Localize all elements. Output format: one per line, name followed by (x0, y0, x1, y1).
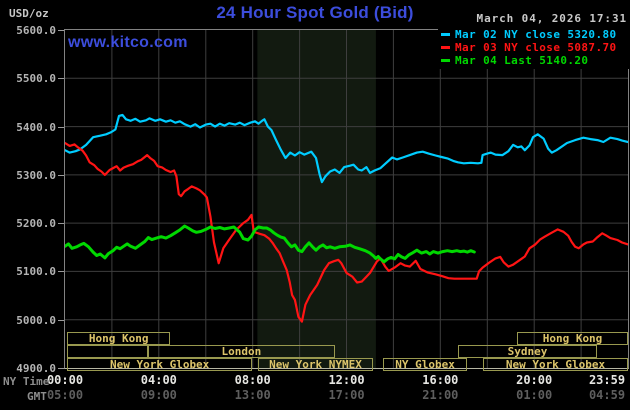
series-line-mar04 (65, 224, 476, 264)
x-axis-label-gmt: 17:00 (328, 388, 365, 402)
y-axis-tick (58, 78, 64, 80)
y-axis-label: 5300.0 (16, 168, 56, 182)
y-axis-tick (58, 126, 64, 128)
x-axis-label-gmt: 01:00 (516, 388, 553, 402)
legend-label: Mar 02 NY close 5320.80 (455, 28, 617, 41)
y-axis-label: 4900.0 (16, 362, 56, 375)
x-axis-label-gmt: 13:00 (234, 388, 271, 402)
session-box-hong-kong: Hong Kong (67, 332, 171, 345)
chart-datetime: March 04, 2026 17:31 (476, 12, 627, 25)
y-axis-label: 5000.0 (16, 313, 56, 327)
nymex-session-shade (257, 30, 376, 368)
session-box-new-york-globex: New York Globex (67, 358, 252, 371)
legend-dash-icon (441, 59, 450, 62)
x-axis-label-ny: 04:00 (140, 373, 177, 387)
legend-label: Mar 04 Last 5140.20 (455, 54, 589, 67)
session-box-london: London (148, 345, 335, 358)
y-axis-label: 5400.0 (16, 120, 56, 134)
legend-item-mar02: Mar 02 NY close 5320.80 (440, 28, 630, 41)
x-axis-label-ny: 08:00 (234, 373, 271, 387)
legend-dash-icon (441, 33, 450, 36)
session-box-new-york-nymex: New York NYMEX (258, 358, 373, 371)
x-axis-label-ny: 23:59 (588, 373, 626, 387)
kitco-watermark-link[interactable]: www.kitco.com (68, 34, 188, 51)
y-axis-tick (58, 30, 64, 31)
legend-item-mar03: Mar 03 NY close 5087.70 (440, 41, 630, 54)
legend: Mar 02 NY close 5320.80 Mar 03 NY close 5… (438, 27, 630, 69)
x-axis-label-ny: 20:00 (516, 373, 553, 387)
session-box-ny-globex: NY Globex (383, 358, 468, 371)
session-box-sydney: Sydney (457, 345, 598, 358)
session-box-new-york-globex: New York Globex (483, 358, 628, 371)
y-axis-tick (58, 223, 64, 225)
x-axis-label-ny: 16:00 (422, 373, 459, 387)
x-axis-label-gmt: 05:00 (46, 388, 84, 402)
series-line-mar02 (65, 113, 628, 184)
x-axis-label-ny: 00:00 (46, 373, 84, 387)
y-axis-label: 5500.0 (16, 72, 56, 86)
gmt-row-label: GMT (27, 390, 47, 403)
plot-area (64, 29, 629, 369)
y-axis-tick (58, 319, 64, 321)
y-axis-tick (58, 368, 64, 369)
y-axis-label: 5100.0 (16, 265, 56, 279)
x-axis-label-gmt: 09:00 (140, 388, 177, 402)
y-axis-tick (58, 174, 64, 176)
y-axis-label: 5200.0 (16, 217, 56, 231)
y-axis-label: 5600.0 (16, 24, 56, 37)
y-axis-units-label: USD/oz (9, 7, 49, 20)
x-axis-label-gmt: 04:59 (588, 388, 626, 402)
legend-label: Mar 03 NY close 5087.70 (455, 41, 617, 54)
session-box-unlabeled (67, 345, 149, 358)
ny-time-row-label: NY Time (3, 375, 50, 388)
price-chart (65, 30, 628, 368)
legend-item-mar04: Mar 04 Last 5140.20 (440, 54, 630, 67)
x-axis-label-gmt: 21:00 (422, 388, 459, 402)
page-title: 24 Hour Spot Gold (Bid) (216, 3, 414, 22)
series-line-mar03 (65, 141, 628, 323)
session-box-hong-kong: Hong Kong (517, 332, 628, 345)
legend-dash-icon (441, 46, 450, 49)
y-axis-tick (58, 271, 64, 273)
x-axis-label-ny: 12:00 (328, 373, 365, 387)
